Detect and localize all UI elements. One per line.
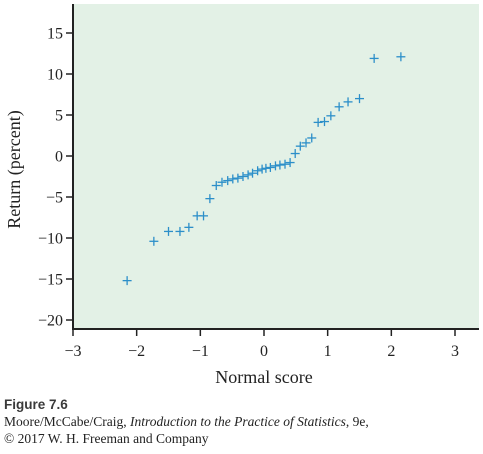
- data-point: [355, 94, 364, 104]
- citation-authors: Moore/McCabe/Craig,: [4, 414, 130, 429]
- data-point: [275, 160, 285, 170]
- data-point: [199, 211, 209, 221]
- y-tick-label: −5: [46, 190, 63, 207]
- x-tick-label: 3: [451, 343, 459, 360]
- data-point: [326, 111, 336, 121]
- data-point: [270, 161, 280, 171]
- y-tick-label: 5: [55, 108, 63, 125]
- data-point: [319, 117, 329, 127]
- data-point: [223, 176, 233, 186]
- data-points: [122, 52, 406, 286]
- data-point: [313, 117, 323, 127]
- data-point: [285, 158, 295, 168]
- data-point: [211, 181, 221, 191]
- data-point: [175, 226, 185, 236]
- data-point: [307, 133, 317, 143]
- data-point: [233, 173, 243, 183]
- data-point: [184, 222, 194, 232]
- data-point: [396, 52, 406, 62]
- data-point: [243, 170, 253, 180]
- y-tick-label: 0: [55, 149, 63, 166]
- x-tick-label: −3: [64, 343, 81, 360]
- x-tick-label: 2: [387, 343, 395, 360]
- data-point: [280, 159, 290, 169]
- y-axis-title: Return (percent): [4, 110, 25, 228]
- y-tick-label: −15: [38, 272, 63, 289]
- y-tick-label: −10: [38, 231, 63, 248]
- data-point: [369, 53, 379, 63]
- x-axis-title: Normal score: [215, 367, 312, 387]
- x-tick-label: −1: [192, 343, 209, 360]
- data-point: [261, 163, 271, 173]
- data-point: [301, 138, 311, 148]
- citation-book-title: Introduction to the Practice of Statisti…: [129, 414, 346, 429]
- data-point: [228, 174, 238, 184]
- data-point: [265, 162, 275, 172]
- data-point: [253, 166, 263, 176]
- figure-copyright: © 2017 W. H. Freeman and Company: [4, 431, 209, 446]
- data-point: [149, 236, 159, 246]
- figure-citation: Moore/McCabe/Craig, Introduction to the …: [4, 413, 369, 430]
- data-point: [205, 194, 215, 204]
- data-point: [257, 164, 267, 174]
- y-tick-label: −20: [38, 313, 63, 330]
- x-tick-label: −2: [128, 343, 145, 360]
- data-point: [122, 276, 132, 286]
- data-point: [290, 149, 300, 159]
- data-point: [238, 172, 248, 181]
- citation-edition: , 9e,: [345, 414, 369, 429]
- x-tick-label: 0: [260, 343, 268, 360]
- data-point: [295, 141, 305, 151]
- data-point: [217, 177, 227, 187]
- data-point: [248, 168, 258, 178]
- data-point: [164, 226, 173, 236]
- y-tick-label: 15: [47, 26, 63, 43]
- data-point: [343, 97, 353, 107]
- data-point: [334, 102, 344, 112]
- figure-number: Figure 7.6: [4, 397, 68, 412]
- x-tick-label: 1: [324, 343, 332, 360]
- y-tick-label: 10: [47, 67, 63, 84]
